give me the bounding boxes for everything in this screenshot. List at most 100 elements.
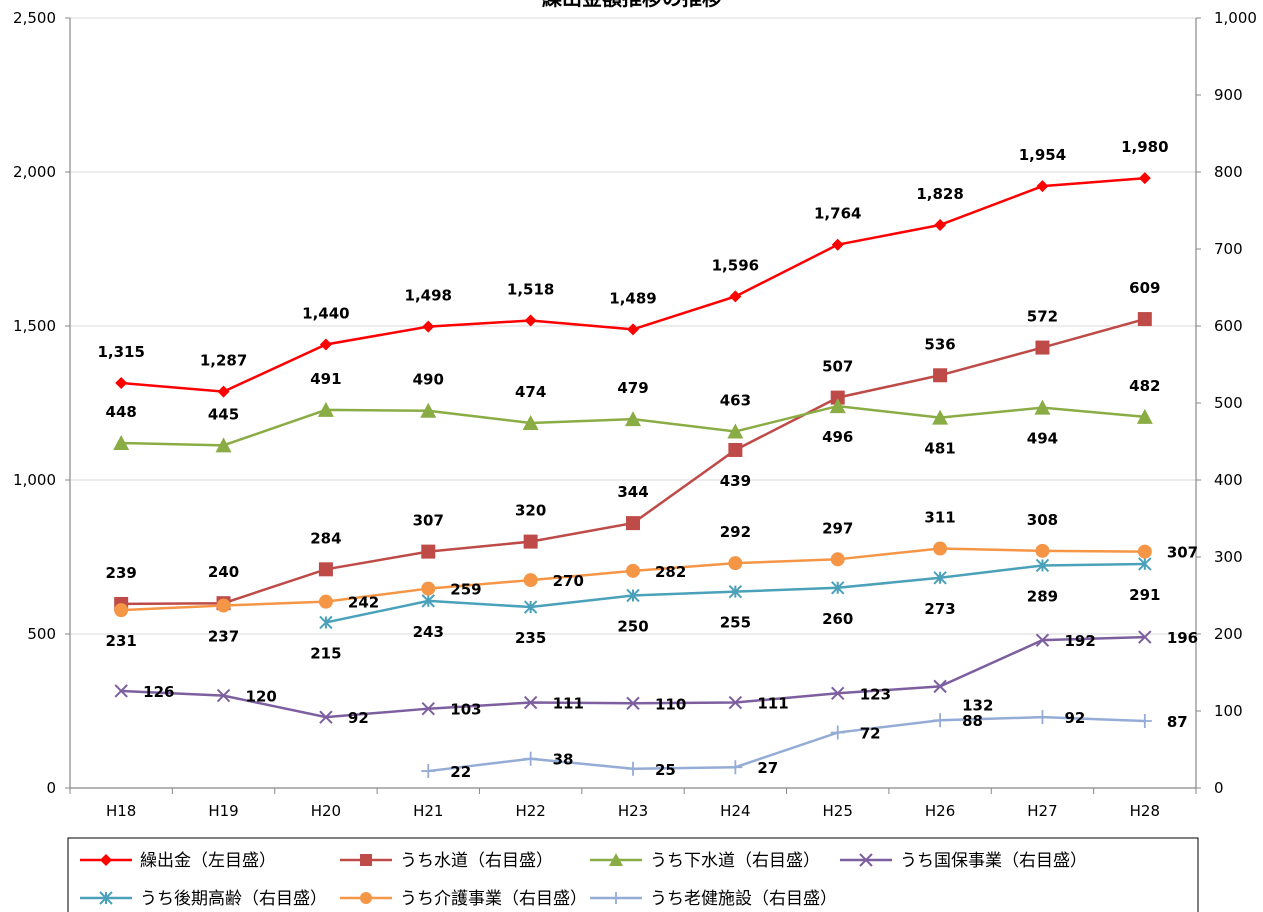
data-label: 344 [617, 483, 648, 501]
legend-item: うち下水道（右目盛） [590, 851, 820, 871]
legend-label: うち下水道（右目盛） [650, 851, 820, 871]
data-label: 126 [143, 683, 174, 701]
x-axis-tick-label: H22 [515, 802, 545, 820]
legend-item: うち水道（右目盛） [340, 851, 553, 871]
data-label: 111 [757, 695, 788, 713]
data-point [115, 376, 128, 389]
data-point [421, 544, 436, 559]
data-label: 311 [924, 509, 955, 527]
series-2 [113, 398, 1153, 453]
data-point [1035, 633, 1050, 647]
data-point [933, 541, 948, 556]
data-label: 284 [310, 529, 341, 547]
data-point [728, 556, 743, 571]
series-line [121, 317, 1146, 606]
series-layer [113, 172, 1153, 779]
data-point [830, 390, 845, 405]
data-label: 1,440 [302, 304, 349, 322]
data-label: 22 [450, 763, 471, 781]
chart-title: 繰出金額推移の推移 [542, 0, 722, 10]
series-line [121, 176, 1145, 393]
data-point [216, 688, 231, 703]
data-label: 192 [1064, 632, 1095, 650]
data-label: 307 [413, 512, 444, 530]
data-label: 123 [860, 685, 891, 703]
data-point [831, 686, 845, 700]
data-label: 196 [1167, 629, 1198, 647]
data-label: 103 [450, 701, 481, 719]
data-label: 1,828 [916, 185, 963, 203]
right-axis-tick-label: 600 [1214, 317, 1243, 335]
legend-marker [100, 854, 112, 866]
left-axis-tick-label: 0 [46, 779, 56, 797]
series-3 [114, 630, 1152, 724]
data-label: 270 [553, 572, 584, 590]
legend-marker [859, 853, 873, 867]
data-point [1138, 172, 1151, 185]
data-point [728, 442, 743, 457]
data-point [523, 695, 538, 710]
data-point [934, 218, 947, 231]
data-label: 1,498 [405, 287, 452, 305]
data-point [830, 552, 845, 567]
data-label: 215 [310, 644, 341, 662]
data-label: 1,518 [507, 280, 554, 298]
data-point [523, 573, 538, 588]
data-label: 292 [720, 523, 751, 541]
legend-marker [609, 853, 623, 866]
data-label: 1,980 [1121, 138, 1168, 156]
x-axis-tick-label: H25 [823, 802, 853, 820]
data-point [627, 323, 639, 336]
data-point [728, 695, 743, 710]
x-axis-tick-label: H27 [1027, 802, 1057, 820]
data-point [114, 603, 129, 618]
legend-item: うち後期高齢（右目盛） [80, 889, 327, 909]
right-axis-tick-label: 700 [1214, 240, 1243, 258]
data-label: 242 [348, 594, 379, 612]
legend-label: うち水道（右目盛） [400, 851, 553, 871]
data-point [217, 385, 230, 398]
data-point [728, 760, 743, 775]
data-point [831, 581, 845, 595]
x-axis-tick-label: H23 [618, 802, 648, 820]
data-point [1035, 558, 1050, 573]
data-label: 260 [822, 610, 853, 628]
data-point [421, 594, 435, 608]
data-label: 250 [617, 618, 648, 636]
series-4 [319, 557, 1152, 630]
data-point [626, 516, 640, 531]
data-label: 255 [720, 614, 751, 632]
data-label: 1,764 [814, 205, 861, 223]
data-point [1035, 710, 1050, 725]
legend-marker [360, 892, 372, 904]
data-point [626, 761, 640, 776]
data-label: 609 [1129, 279, 1160, 297]
data-point [933, 713, 948, 728]
data-point [319, 615, 333, 630]
data-point [421, 764, 436, 779]
data-label: 289 [1027, 587, 1058, 605]
legend-item: うち介護事業（右目盛） [340, 889, 587, 909]
right-axis-tick-label: 800 [1214, 163, 1243, 181]
data-label: 439 [720, 472, 751, 490]
data-point [1035, 543, 1050, 558]
data-point [318, 562, 333, 577]
data-point [1035, 340, 1050, 355]
data-point [523, 751, 538, 766]
data-point [215, 437, 232, 453]
data-label: 482 [1129, 377, 1160, 395]
right-axis-tick-label: 1,000 [1214, 9, 1257, 27]
data-point [625, 411, 641, 427]
data-label: 1,954 [1019, 146, 1066, 164]
data-point [1138, 630, 1152, 644]
data-label: 72 [860, 725, 881, 743]
x-axis-tick-label: H19 [208, 802, 238, 820]
data-label: 490 [413, 371, 444, 389]
legend-item: 繰出金（左目盛） [80, 851, 276, 871]
data-label: 25 [655, 761, 676, 779]
data-point [1036, 180, 1049, 193]
data-label: 1,489 [609, 289, 656, 307]
legend-item: うち国保事業（右目盛） [840, 851, 1087, 871]
data-label: 120 [246, 688, 277, 706]
right-axis-tick-label: 900 [1214, 86, 1243, 104]
